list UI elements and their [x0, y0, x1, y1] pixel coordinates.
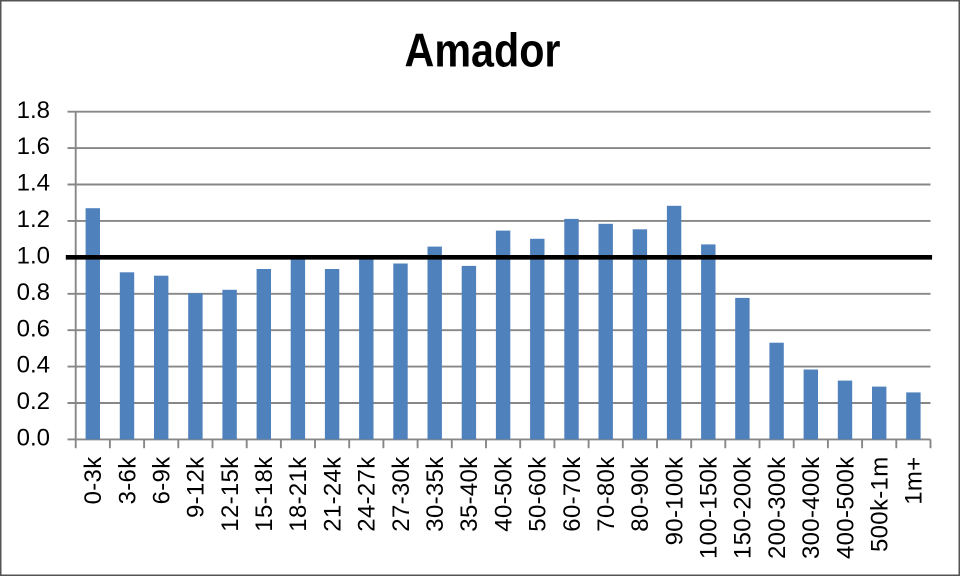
svg-text:1.2: 1.2 [17, 206, 50, 233]
svg-text:0.2: 0.2 [17, 388, 50, 415]
svg-text:0.4: 0.4 [17, 352, 50, 379]
svg-text:300-400k: 300-400k [798, 456, 825, 559]
svg-text:60-70k: 60-70k [559, 456, 586, 532]
svg-text:18-21k: 18-21k [285, 456, 312, 532]
svg-text:3-6k: 3-6k [114, 456, 141, 505]
svg-text:12-15k: 12-15k [217, 456, 244, 532]
svg-text:1.6: 1.6 [17, 133, 50, 160]
svg-text:150-200k: 150-200k [730, 456, 757, 559]
svg-text:1.0: 1.0 [17, 242, 50, 269]
svg-text:24-27k: 24-27k [354, 456, 381, 532]
svg-text:1.8: 1.8 [17, 97, 50, 124]
svg-text:0.8: 0.8 [17, 279, 50, 306]
svg-text:9-12k: 9-12k [183, 456, 210, 518]
svg-text:27-30k: 27-30k [388, 456, 415, 532]
svg-text:0.0: 0.0 [17, 425, 50, 452]
svg-text:6-9k: 6-9k [149, 456, 176, 505]
svg-text:Amador: Amador [405, 25, 561, 78]
svg-text:21-24k: 21-24k [319, 456, 346, 532]
svg-text:100-150k: 100-150k [696, 456, 723, 559]
svg-text:400-500k: 400-500k [832, 456, 859, 559]
svg-text:35-40k: 35-40k [456, 456, 483, 532]
svg-text:30-35k: 30-35k [422, 456, 449, 532]
svg-text:0-3k: 0-3k [80, 456, 107, 505]
svg-text:50-60k: 50-60k [525, 456, 552, 532]
svg-text:70-80k: 70-80k [593, 456, 620, 532]
svg-text:1m+: 1m+ [901, 457, 928, 505]
svg-text:500k-1m: 500k-1m [867, 457, 894, 552]
svg-text:200-300k: 200-300k [764, 456, 791, 559]
svg-text:40-50k: 40-50k [490, 456, 517, 532]
svg-text:1.4: 1.4 [17, 170, 50, 197]
svg-text:0.6: 0.6 [17, 315, 50, 342]
svg-text:80-90k: 80-90k [627, 456, 654, 532]
svg-text:90-100k: 90-100k [661, 456, 688, 546]
svg-text:15-18k: 15-18k [251, 456, 278, 532]
